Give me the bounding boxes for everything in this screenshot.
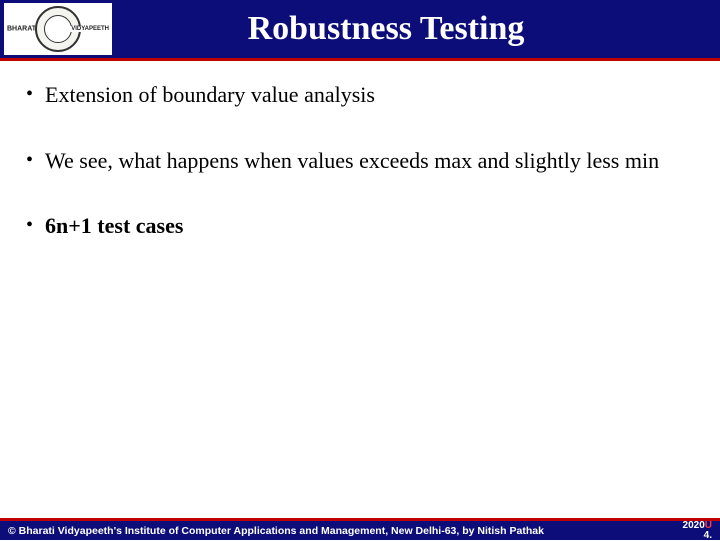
- header-bar: BHARATI VIDYAPEETH Robustness Testing: [0, 0, 720, 58]
- footer-page-number: 4.: [704, 530, 712, 541]
- footer-year: 2020: [683, 520, 705, 531]
- bullet-marker: •: [26, 147, 33, 173]
- footer-bar: © Bharati Vidyapeeth's Institute of Comp…: [0, 518, 720, 540]
- bullet-marker: •: [26, 81, 33, 107]
- bullet-text: Extension of boundary value analysis: [45, 81, 700, 109]
- bullet-item: • Extension of boundary value analysis: [20, 81, 700, 109]
- bullet-item: • 6n+1 test cases: [20, 212, 700, 240]
- slide-title: Robustness Testing: [112, 10, 720, 48]
- bullet-text: We see, what happens when values exceeds…: [45, 147, 700, 175]
- footer-meta: 2020U 4.: [683, 521, 712, 541]
- bullet-marker: •: [26, 212, 33, 238]
- logo: BHARATI VIDYAPEETH: [4, 3, 112, 55]
- bullet-text: 6n+1 test cases: [45, 212, 700, 240]
- bullet-item: • We see, what happens when values excee…: [20, 147, 700, 175]
- logo-banner-right: VIDYAPEETH: [70, 26, 110, 32]
- content-area: • Extension of boundary value analysis •…: [0, 61, 720, 240]
- logo-inner-circle: [44, 15, 72, 43]
- footer-copyright: © Bharati Vidyapeeth's Institute of Comp…: [8, 525, 683, 537]
